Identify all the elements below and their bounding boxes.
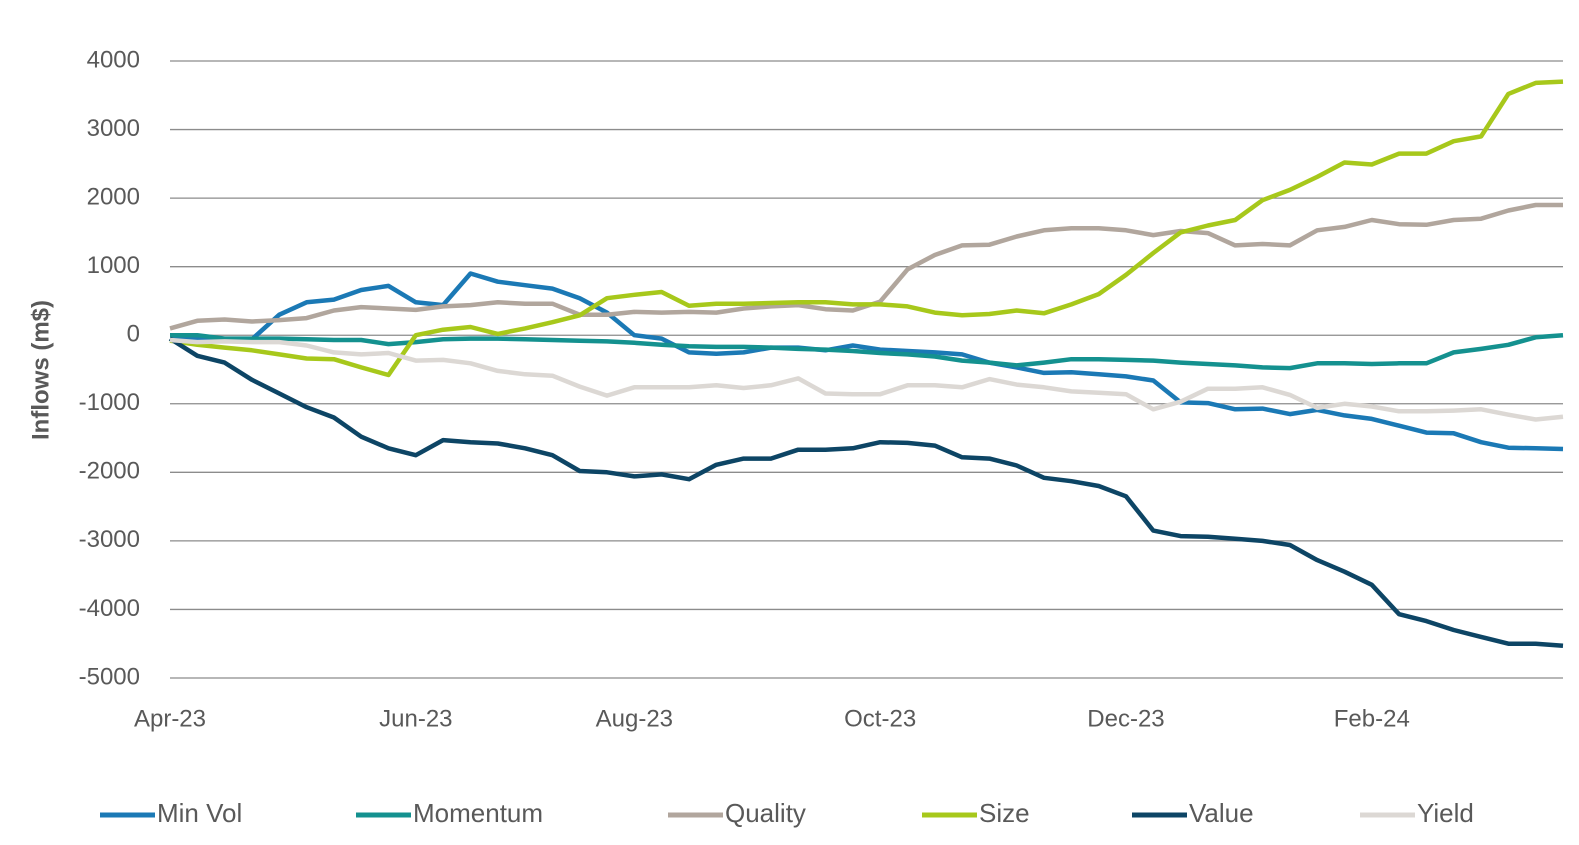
y-tick-label: -3000 [79, 526, 140, 553]
series-line [169, 337, 1564, 422]
y-tick-label: 0 [127, 321, 140, 348]
legend-text: Yield [1417, 798, 1474, 828]
y-tick-label: -5000 [79, 663, 140, 690]
x-tick-label: Dec-23 [1087, 705, 1164, 732]
series-line [170, 332, 1564, 371]
x-tick-label: Aug-23 [596, 705, 673, 732]
y-axis-label: Inflows (m$) [27, 300, 54, 440]
y-tick-label: -1000 [79, 389, 140, 416]
legend-text: Size [979, 798, 1030, 828]
y-tick-label: 3000 [87, 115, 140, 142]
y-tick-label: 4000 [87, 46, 140, 73]
legend-text: Value [1189, 798, 1254, 828]
legend-text: Min Vol [157, 798, 242, 828]
legend-text: Momentum [413, 798, 543, 828]
x-tick-label: Feb-24 [1334, 705, 1410, 732]
x-tick-label: Jun-23 [379, 705, 452, 732]
y-tick-label: -2000 [79, 458, 140, 485]
series-line [169, 79, 1564, 378]
series-line [168, 336, 1564, 649]
series-line [170, 271, 1564, 452]
y-tick-label: 2000 [87, 183, 140, 210]
x-tick-label: Oct-23 [844, 705, 916, 732]
y-tick-label: 1000 [87, 252, 140, 279]
legend-text: Quality [725, 798, 806, 828]
x-tick-label: Apr-23 [134, 705, 206, 732]
y-tick-label: -4000 [79, 595, 140, 622]
